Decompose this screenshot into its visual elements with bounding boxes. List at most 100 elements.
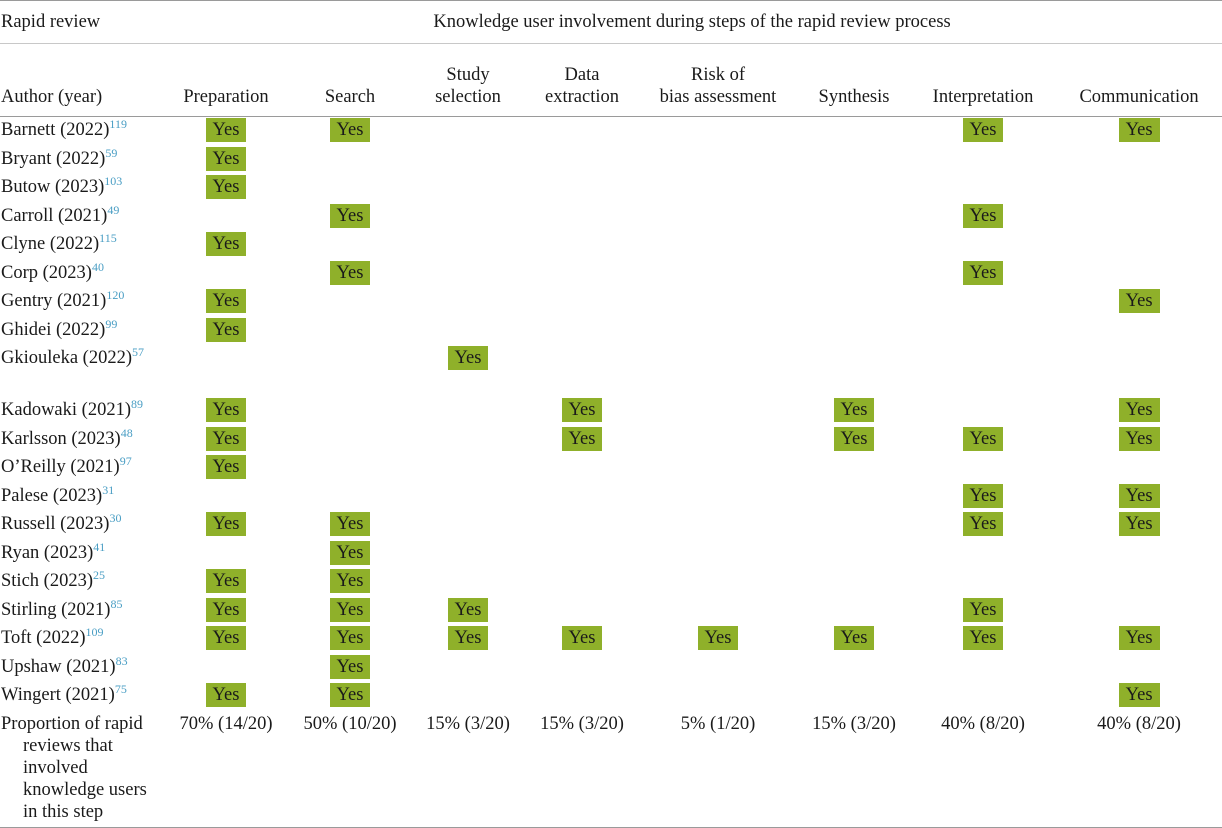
yes-badge: Yes xyxy=(447,626,489,650)
step-cell: Yes xyxy=(162,682,290,711)
step-cell: Yes xyxy=(910,117,1056,146)
author-cell: Wingert (2021)75 xyxy=(1,681,127,705)
author-cell: Toft (2022)109 xyxy=(1,624,104,648)
reference-link[interactable]: 59 xyxy=(105,145,118,160)
step-cell xyxy=(1056,174,1222,203)
yes-badge: Yes xyxy=(1118,118,1160,142)
step-cell xyxy=(798,540,910,569)
step-cell: Yes xyxy=(290,625,410,654)
step-cell xyxy=(638,540,798,569)
step-cell: Yes xyxy=(638,625,798,654)
author-cell: Bryant (2022)59 xyxy=(1,145,118,169)
header-rapid-review: Rapid review xyxy=(0,0,162,44)
reference-link[interactable]: 103 xyxy=(104,173,123,188)
reference-link[interactable]: 57 xyxy=(132,344,145,359)
step-cell: Yes xyxy=(162,174,290,203)
step-cell xyxy=(162,540,290,569)
reference-link[interactable]: 49 xyxy=(107,202,120,217)
step-cell xyxy=(798,654,910,683)
reference-link[interactable]: 97 xyxy=(119,453,132,468)
yes-badge: Yes xyxy=(1118,426,1160,451)
column-header: Risk of bias assessment xyxy=(638,43,798,117)
step-cell: Yes xyxy=(162,454,290,483)
yes-badge: Yes xyxy=(205,512,247,536)
reference-link[interactable]: 40 xyxy=(91,259,104,274)
reference-link[interactable]: 75 xyxy=(114,681,127,696)
yes-badge: Yes xyxy=(833,398,875,422)
step-cell xyxy=(410,117,526,146)
yes-badge: Yes xyxy=(447,346,489,370)
reference-link[interactable]: 41 xyxy=(93,539,106,554)
step-cell xyxy=(526,654,638,683)
yes-badge: Yes xyxy=(962,597,1004,622)
table-row: O’Reilly (2021)97 Yes xyxy=(0,454,1222,483)
step-cell: Yes xyxy=(410,597,526,626)
table-row: Ghidei (2022)99 Yes xyxy=(0,317,1222,346)
step-cell: Yes xyxy=(162,146,290,175)
step-cell: Yes xyxy=(1056,625,1222,654)
author-cell: Gkiouleka (2022)57 xyxy=(1,344,145,368)
step-cell xyxy=(290,345,410,397)
yes-badge: Yes xyxy=(205,426,247,451)
step-cell xyxy=(290,483,410,512)
step-cell xyxy=(798,174,910,203)
table-row: Stich (2023)25 Yes Yes xyxy=(0,568,1222,597)
yes-badge: Yes xyxy=(329,260,371,285)
step-cell xyxy=(526,146,638,175)
yes-badge: Yes xyxy=(329,512,371,536)
step-cell xyxy=(526,568,638,597)
step-cell xyxy=(526,203,638,232)
yes-badge: Yes xyxy=(205,118,247,142)
column-header: Preparation xyxy=(162,43,290,117)
step-cell xyxy=(526,511,638,540)
step-cell: Yes xyxy=(526,625,638,654)
column-header: Synthesis xyxy=(798,43,910,117)
step-cell: Yes xyxy=(162,625,290,654)
column-header: Search xyxy=(290,43,410,117)
yes-badge: Yes xyxy=(205,626,247,650)
reference-link[interactable]: 31 xyxy=(102,482,115,497)
step-cell: Yes xyxy=(1056,117,1222,146)
reference-link[interactable]: 115 xyxy=(99,230,117,245)
reference-link[interactable]: 83 xyxy=(115,653,128,668)
yes-badge: Yes xyxy=(205,146,247,171)
reference-link[interactable]: 89 xyxy=(130,396,143,411)
step-cell xyxy=(290,288,410,317)
yes-badge: Yes xyxy=(329,626,371,650)
summary-value: 40% (8/20) xyxy=(1056,710,1222,828)
step-cell: Yes xyxy=(1056,426,1222,455)
step-cell xyxy=(1056,146,1222,175)
reference-link[interactable]: 119 xyxy=(109,116,127,131)
author-cell: O’Reilly (2021)97 xyxy=(1,453,132,477)
step-cell: Yes xyxy=(162,397,290,426)
step-cell xyxy=(798,146,910,175)
step-cell xyxy=(410,260,526,289)
summary-value: 50% (10/20) xyxy=(290,710,410,828)
step-cell: Yes xyxy=(290,568,410,597)
reference-link[interactable]: 120 xyxy=(106,287,125,302)
yes-badge: Yes xyxy=(962,426,1004,451)
step-cell: Yes xyxy=(1056,511,1222,540)
step-cell xyxy=(798,483,910,512)
reference-link[interactable]: 48 xyxy=(120,425,133,440)
step-cell xyxy=(410,511,526,540)
author-cell: Upshaw (2021)83 xyxy=(1,653,128,677)
step-cell xyxy=(410,568,526,597)
table-row: Palese (2023)31 Yes Yes xyxy=(0,483,1222,512)
step-cell xyxy=(290,397,410,426)
step-cell xyxy=(1056,203,1222,232)
reference-link[interactable]: 109 xyxy=(85,624,104,639)
reference-link[interactable]: 85 xyxy=(110,596,123,611)
yes-badge: Yes xyxy=(1118,683,1160,707)
table-row: Carroll (2021)49 Yes Yes xyxy=(0,203,1222,232)
step-cell xyxy=(798,231,910,260)
step-cell xyxy=(638,597,798,626)
step-cell xyxy=(910,654,1056,683)
reference-link[interactable]: 99 xyxy=(105,316,118,331)
step-cell: Yes xyxy=(162,426,290,455)
reference-link[interactable]: 25 xyxy=(92,567,105,582)
step-cell xyxy=(526,540,638,569)
reference-link[interactable]: 30 xyxy=(109,510,122,525)
yes-badge: Yes xyxy=(205,398,247,422)
step-cell xyxy=(1056,345,1222,397)
